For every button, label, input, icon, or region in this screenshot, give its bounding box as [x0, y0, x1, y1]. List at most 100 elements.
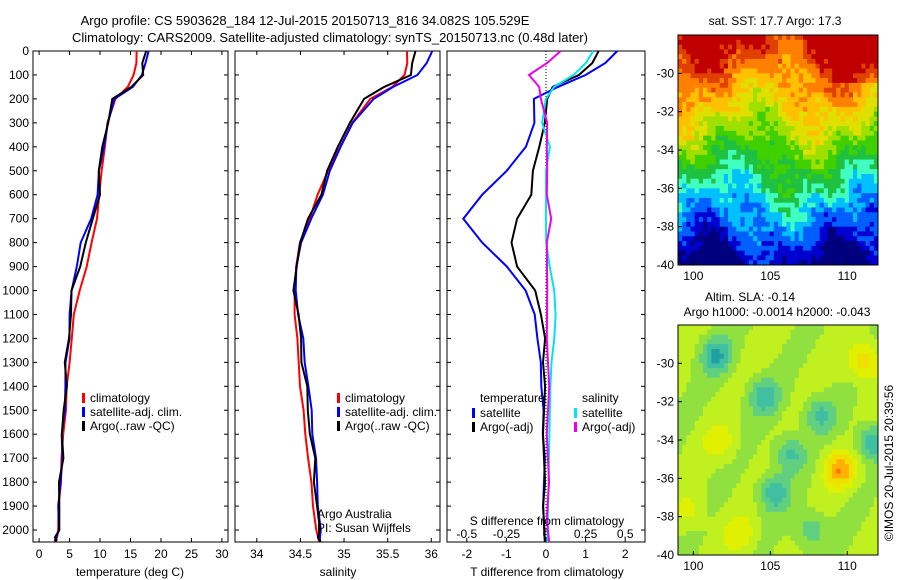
heatmap-cell [823, 245, 829, 252]
heatmap-cell [728, 334, 733, 340]
heatmap-cell [736, 150, 741, 156]
heatmap-cell [786, 130, 791, 137]
heatmap-cell [869, 396, 875, 403]
heatmap-cell [778, 344, 783, 350]
heatmap-cell [790, 236, 796, 242]
heatmap-cell [836, 535, 841, 542]
heatmap-cell [823, 255, 829, 261]
heatmap-cell [719, 217, 725, 223]
heatmap-cell [761, 150, 766, 156]
heatmap-cell [848, 507, 854, 513]
heatmap-cell [769, 531, 775, 537]
heatmap-cell [815, 183, 821, 189]
heatmap-cell [761, 54, 766, 60]
heatmap-cell [698, 231, 704, 237]
heatmap-cell [857, 245, 862, 252]
heatmap-cell [811, 353, 816, 359]
heatmap-cell [773, 121, 779, 127]
heatmap-cell [678, 348, 683, 355]
heatmap-cell [861, 202, 866, 208]
heatmap-cell [773, 145, 779, 151]
heatmap-cell [757, 348, 762, 355]
heatmap-cell [794, 325, 800, 331]
heatmap-cell [844, 236, 850, 242]
heatmap-cell [753, 207, 758, 213]
heatmap-cell [723, 377, 729, 383]
heatmap-cell [828, 444, 833, 450]
heatmap-cell [823, 126, 829, 132]
heatmap-cell [869, 358, 875, 364]
heatmap-cell [819, 250, 825, 256]
heatmap-cell [857, 325, 862, 331]
heatmap-cell [865, 425, 871, 431]
heatmap-cell [748, 416, 754, 422]
heatmap-cell [857, 250, 862, 256]
heatmap-cell [861, 353, 866, 359]
heatmap-cell [786, 164, 791, 170]
heatmap-cell [782, 459, 787, 465]
heatmap-cell [844, 358, 850, 364]
x-tick-label: 5 [66, 547, 73, 561]
heatmap-cell [757, 250, 762, 256]
heatmap-cell [840, 358, 846, 364]
heatmap-cell [848, 106, 854, 113]
heatmap-cell [803, 531, 808, 537]
heatmap-cell [703, 411, 708, 417]
heatmap-cell [786, 392, 791, 398]
heatmap-cell [761, 363, 766, 369]
heatmap-cell [765, 382, 771, 388]
heatmap-cell [798, 478, 804, 484]
heatmap-cell [803, 377, 808, 383]
legend-label: satellite-adj. clim. [345, 405, 437, 419]
heatmap-cell [748, 478, 754, 484]
heatmap-cell [711, 440, 716, 446]
heatmap-cell [786, 368, 791, 374]
heatmap-cell [798, 325, 804, 331]
heatmap-cell [803, 102, 808, 108]
heatmap-cell [744, 197, 750, 204]
heatmap-cell [690, 521, 696, 527]
heatmap-cell [865, 406, 871, 412]
heatmap-cell [798, 145, 804, 151]
heatmap-cell [832, 73, 837, 79]
heatmap-cell [686, 358, 691, 364]
heatmap-cell [840, 468, 846, 474]
heatmap-cell [686, 440, 691, 446]
heatmap-cell [740, 435, 746, 441]
heatmap-cell [811, 540, 816, 546]
heatmap-cell [698, 396, 704, 403]
heatmap-cell [844, 502, 850, 508]
heatmap-cell [873, 63, 879, 69]
heatmap-cell [853, 245, 858, 252]
heatmap-cell [857, 545, 862, 551]
heatmap-cell [853, 521, 858, 527]
heatmap-cell [769, 487, 775, 494]
heatmap-cell [807, 406, 812, 412]
heatmap-cell [707, 188, 712, 194]
heatmap-cell [815, 478, 821, 484]
heatmap-cell [815, 92, 821, 98]
heatmap-cell [703, 540, 708, 546]
heatmap-cell [848, 473, 854, 479]
heatmap-cell [686, 116, 691, 122]
heatmap-cell [744, 202, 750, 208]
heatmap-cell [786, 193, 791, 199]
heatmap-cell [823, 173, 829, 180]
heatmap-cell [857, 164, 862, 170]
heatmap-cell [786, 250, 791, 256]
heatmap-cell [761, 401, 766, 407]
heatmap-cell [711, 526, 716, 532]
heatmap-cell [761, 396, 766, 403]
heatmap-cell [823, 154, 829, 160]
heatmap-cell [786, 82, 791, 89]
heatmap-cell [790, 150, 796, 156]
heatmap-cell [794, 368, 800, 374]
heatmap-cell [798, 463, 804, 470]
heatmap-cell [773, 241, 779, 247]
heatmap-cell [853, 197, 858, 204]
heatmap-cell [744, 531, 750, 537]
heatmap-cell [861, 535, 866, 542]
heatmap-cell [782, 478, 787, 484]
heatmap-cell [682, 492, 687, 498]
heatmap-cell [703, 245, 708, 252]
